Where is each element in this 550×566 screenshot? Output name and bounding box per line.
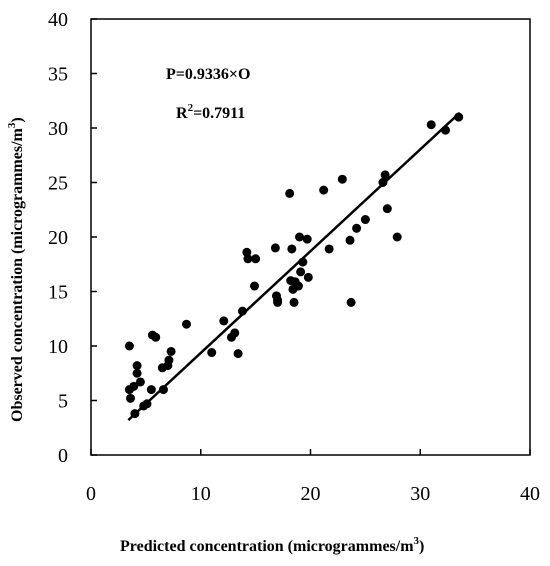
equation-annotation: P=0.9336×O (166, 66, 250, 83)
x-tick-label: 20 (301, 483, 321, 505)
data-point (230, 328, 240, 338)
y-axis-label-sup: 3 (6, 122, 18, 128)
x-axis-label-text: Predicted concentration (microgrammes/m (120, 538, 414, 555)
data-point (337, 174, 347, 184)
data-point (132, 368, 142, 378)
data-point (392, 232, 402, 242)
data-point (303, 272, 313, 282)
data-point (250, 281, 260, 291)
x-tick-label: 30 (410, 483, 430, 505)
data-point (346, 297, 356, 307)
data-point (126, 393, 136, 403)
r-squared-sup: 2 (188, 102, 194, 114)
x-axis-label-sup: 3 (414, 535, 420, 547)
data-point (296, 267, 306, 277)
r-squared-prefix: R (176, 105, 188, 122)
data-point (130, 409, 140, 419)
tick-labels: 0 10 20 30 40 0 5 10 15 20 25 30 35 40 (48, 9, 540, 505)
data-point (440, 125, 450, 135)
data-point (302, 234, 312, 244)
y-tick-label: 5 (58, 391, 68, 413)
data-point (142, 399, 152, 409)
data-point (237, 306, 247, 316)
data-point (164, 355, 174, 365)
r-squared-value: =0.7911 (193, 105, 245, 122)
r-squared-annotation: R2=0.7911 (176, 102, 245, 122)
data-point (298, 257, 308, 267)
data-point (273, 297, 283, 307)
x-tick-label: 0 (86, 483, 96, 505)
data-point (289, 297, 299, 307)
y-tick-label: 35 (48, 64, 68, 86)
data-point (454, 112, 464, 122)
data-point (380, 170, 390, 180)
data-point (181, 319, 191, 329)
data-point (129, 381, 139, 391)
data-point (287, 244, 297, 254)
y-tick-label: 30 (48, 118, 68, 140)
data-point (251, 254, 261, 264)
x-tick-label: 40 (520, 483, 540, 505)
data-point (360, 215, 370, 225)
x-axis-label-end: ) (419, 538, 424, 555)
data-point (295, 232, 305, 242)
data-points (124, 112, 464, 419)
trend-line (127, 111, 461, 422)
y-axis-label: Observed concentration (microgrammes/m3) (6, 117, 26, 422)
axis-ticks (90, 18, 531, 456)
y-tick-label: 20 (48, 227, 68, 249)
y-tick-label: 0 (58, 445, 68, 467)
data-point (207, 348, 217, 358)
data-point (324, 244, 334, 254)
data-point (426, 120, 436, 130)
data-point (382, 204, 392, 214)
data-point (270, 243, 280, 253)
data-point (146, 385, 156, 395)
data-point (132, 361, 142, 371)
data-point (135, 377, 145, 387)
y-tick-label: 25 (48, 173, 68, 195)
y-tick-label: 15 (48, 282, 68, 304)
data-point (158, 385, 168, 395)
data-point (243, 254, 253, 264)
y-tick-label: 10 (48, 336, 68, 358)
data-point (124, 341, 134, 351)
y-axis-label-end: ) (9, 117, 26, 122)
data-point (352, 223, 362, 233)
data-point (293, 281, 303, 291)
data-point (233, 349, 243, 359)
y-axis-label-text: Observed concentration (microgrammes/m (9, 127, 26, 422)
y-tick-label: 40 (48, 9, 68, 31)
data-point (285, 188, 295, 198)
data-point (166, 346, 176, 356)
data-point (151, 332, 161, 342)
x-tick-label: 10 (191, 483, 211, 505)
data-point (219, 316, 229, 326)
data-point (378, 178, 388, 187)
data-point (319, 185, 329, 195)
data-point (345, 235, 355, 245)
x-axis-label: Predicted concentration (microgrammes/m3… (120, 535, 424, 555)
